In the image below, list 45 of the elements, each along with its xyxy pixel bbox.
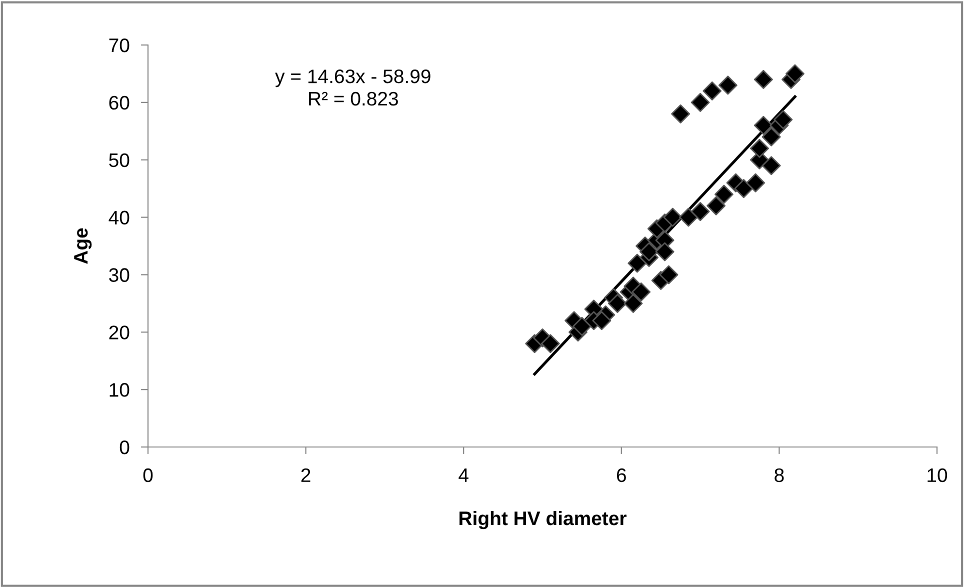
point: [754, 116, 773, 135]
x-tick-label: 6: [616, 468, 626, 482]
point: [640, 242, 658, 262]
point: [663, 208, 682, 227]
x-tick-label: 4: [458, 468, 468, 482]
point: [774, 110, 793, 130]
point: [702, 81, 722, 100]
point: [608, 294, 627, 313]
point: [690, 92, 710, 112]
x-tick-label: 10: [928, 468, 948, 482]
point: [734, 179, 754, 198]
y-tick-label: 20: [109, 326, 130, 340]
point: [750, 138, 769, 158]
point: [786, 64, 804, 84]
x-tick-label: 8: [774, 468, 784, 482]
y-tick-label: 30: [109, 268, 130, 282]
point: [714, 184, 734, 204]
point: [624, 294, 643, 313]
point: [706, 196, 726, 216]
point: [592, 311, 612, 330]
y-tick-label: 40: [108, 210, 130, 225]
point: [746, 173, 766, 192]
point: [678, 208, 698, 227]
point: [659, 265, 678, 284]
point: [690, 202, 710, 222]
x-tick-label: 2: [301, 468, 310, 482]
x-axis-title: Right HV diameter: [460, 510, 626, 530]
point: [632, 282, 651, 302]
y-axis-title: Age: [74, 228, 92, 264]
y-tick-label: 0: [120, 440, 130, 454]
point: [572, 316, 592, 336]
point: [762, 156, 781, 176]
y-tick-label: 50: [109, 153, 130, 168]
point: [671, 104, 690, 124]
point: [540, 334, 560, 354]
y-tick-label: 10: [110, 383, 130, 397]
point: [718, 76, 738, 95]
annotation: y = 14.63x - 58.99 R² = 0.823: [275, 69, 430, 106]
y-tick-label: 70: [109, 38, 130, 52]
y-tick-label: 60: [109, 96, 130, 110]
point: [628, 254, 647, 273]
point: [762, 127, 781, 146]
point: [754, 70, 773, 89]
point: [655, 242, 674, 262]
x-tick-label: 0: [143, 468, 153, 482]
